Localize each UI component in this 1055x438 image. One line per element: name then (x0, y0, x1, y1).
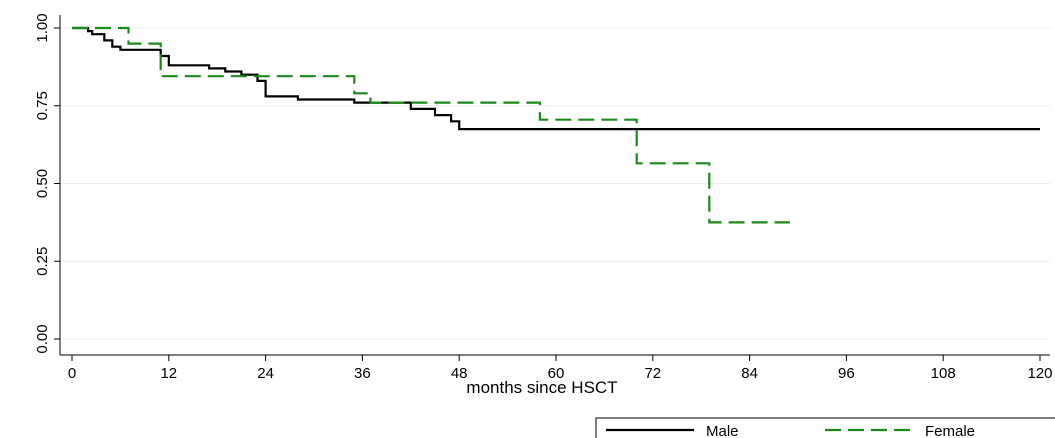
x-tick-label: 84 (741, 365, 758, 382)
legend-box (595, 417, 1055, 438)
x-tick-label: 24 (257, 365, 274, 382)
legend-label-female: Female (925, 423, 975, 438)
gridlines (60, 27, 1050, 340)
series-line-female (72, 26, 790, 224)
x-tick-label: 120 (1027, 365, 1052, 382)
axes: 0.00 0.25 0.50 0.75 1.00 0 12 24 36 48 60 72 84 96 108… (34, 13, 1053, 382)
series-lines (72, 26, 1040, 224)
x-tick-label: 96 (838, 365, 855, 382)
legend: Male Female (595, 417, 1055, 438)
x-tick-label: 72 (644, 365, 661, 382)
x-tick-label: 0 (68, 365, 76, 382)
y-tick-label: 0.25 (34, 247, 51, 276)
x-tick-label: 108 (931, 365, 956, 382)
y-tick-label: 1.00 (34, 13, 51, 42)
x-tick-label: 48 (451, 365, 468, 382)
y-tick-label: 0.75 (34, 91, 51, 120)
y-tick-label: 0.00 (34, 324, 51, 353)
x-tick-label: 60 (548, 365, 565, 382)
x-tick-label: 36 (354, 365, 371, 382)
x-axis-title: months since HSCT (466, 378, 617, 397)
series-line-male (72, 26, 1040, 131)
legend-label-male: Male (706, 423, 739, 438)
x-tick-label: 12 (160, 365, 177, 382)
y-tick-label: 0.50 (34, 169, 51, 198)
